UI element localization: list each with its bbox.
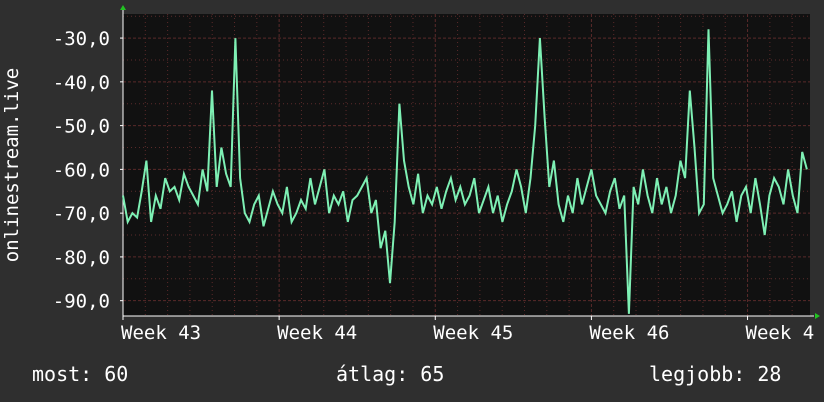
axes <box>120 5 820 320</box>
y-tick-label: -80,0 <box>53 247 110 269</box>
stat-current-value: 60 <box>104 362 129 386</box>
y-tick-label: -70,0 <box>53 203 110 225</box>
y-tick-label: -50,0 <box>53 116 110 138</box>
stat-best-label: legjobb: <box>649 362 746 386</box>
y-tick-label: -40,0 <box>53 72 110 94</box>
stat-current: most: 60 <box>32 362 128 386</box>
stat-best-value: 28 <box>757 362 782 386</box>
y-tick-label: -60,0 <box>53 159 110 181</box>
x-tick-label: Week 46 <box>589 322 669 344</box>
stat-average: átlag: 65 <box>336 362 444 386</box>
y-tick-label: -90,0 <box>53 291 110 313</box>
y-tick-label: -30,0 <box>53 28 110 50</box>
y-axis-label: onlinestream.live <box>1 68 23 262</box>
tick-labels: -30,0 -40,0 -50,0 -60,0 -70,0 -80,0 -90,0 Week … <box>53 28 814 344</box>
y-axis-arrow <box>120 5 126 10</box>
x-axis-arrow <box>815 313 820 319</box>
x-tick-label: Week 45 <box>433 322 513 344</box>
stat-current-label: most: <box>32 362 93 386</box>
x-tick-label: Week 43 <box>121 322 201 344</box>
stat-average-value: 65 <box>420 362 445 386</box>
x-tick-label: Week 4 <box>746 322 815 344</box>
stat-best: legjobb: 28 <box>649 362 781 386</box>
x-tick-label: Week 44 <box>277 322 357 344</box>
stat-average-label: átlag: <box>336 362 409 386</box>
series-line <box>122 29 808 314</box>
